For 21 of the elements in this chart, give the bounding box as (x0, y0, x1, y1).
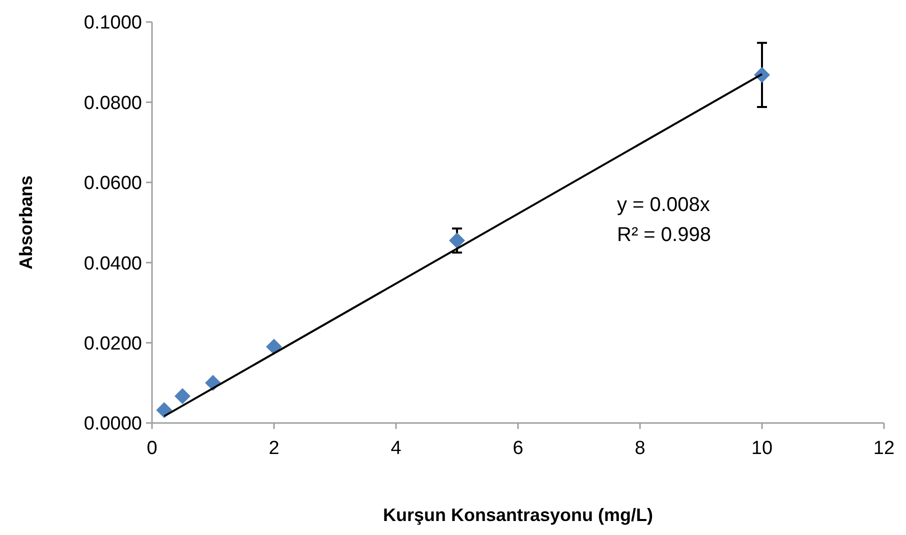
point (449, 232, 465, 249)
y-tick-label: 0.0000 (84, 414, 142, 435)
x-tick-label: 12 (873, 438, 895, 459)
y-axis-title: Absorbans (16, 175, 36, 270)
x-tick-label: 8 (634, 438, 646, 459)
point (174, 388, 190, 404)
point (266, 338, 282, 355)
y-tick-label: 0.0200 (84, 333, 142, 354)
y-tick-label: 0.0400 (84, 253, 142, 274)
annotation: R² = 0.998 (617, 224, 711, 246)
x-tick-label: 2 (268, 438, 280, 459)
y-tick-label: 0.0600 (84, 173, 142, 194)
x-tick-label: 0 (146, 438, 158, 459)
point (156, 402, 172, 418)
x-tick-label: 6 (512, 438, 524, 459)
y-tick-label: 0.1000 (84, 12, 142, 34)
x-tick-label: 4 (390, 438, 402, 459)
x-axis-title: Kurşun Konsantrasyonu (mg/L) (382, 505, 654, 525)
x-tick-label: 10 (751, 438, 773, 459)
annotation: y = 0.008x (617, 194, 710, 216)
y-tick-label: 0.0800 (84, 92, 142, 114)
